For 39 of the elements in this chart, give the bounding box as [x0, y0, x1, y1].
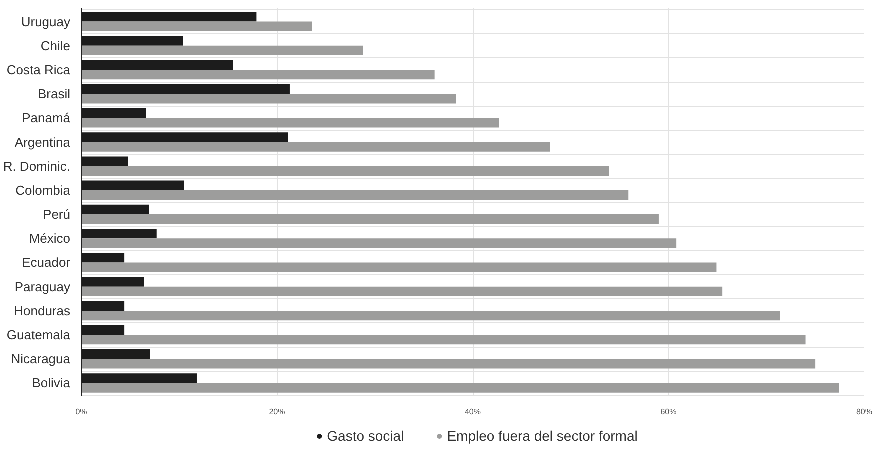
bar [82, 94, 456, 104]
y-tick-label: Uruguay [21, 14, 71, 30]
y-tick-label: Nicaragua [11, 352, 72, 367]
y-tick-label: Bolivia [32, 376, 72, 391]
bar [82, 118, 500, 128]
x-tick-label: 80% [856, 408, 873, 416]
y-tick-label: Honduras [14, 303, 71, 318]
y-tick-label: Paraguay [14, 279, 71, 294]
y-tick-label: Ecuador [22, 255, 72, 270]
y-tick-label: Costa Rica [6, 62, 72, 78]
y-tick-label: Perú [43, 207, 71, 222]
bar [82, 262, 717, 272]
bar [82, 166, 610, 176]
legend-label: Gasto social [327, 428, 404, 444]
x-tick-label: 60% [660, 408, 677, 416]
y-tick-label: Panamá [22, 110, 72, 126]
x-tick-label: 40% [464, 408, 482, 416]
bar [82, 46, 364, 56]
bar [82, 22, 312, 32]
x-tick-label: 0% [76, 408, 88, 416]
y-tick-label: R. Dominic. [3, 158, 71, 174]
y-tick-label: Argentina [14, 134, 72, 150]
legend-label: Empleo fuera del sector formal [447, 428, 638, 444]
bar [82, 142, 550, 152]
bar [82, 190, 629, 200]
y-tick-label: Guatemala [6, 328, 72, 343]
bar [82, 214, 659, 224]
bar [82, 286, 723, 296]
bar [82, 238, 677, 248]
bar [82, 70, 435, 80]
bar [82, 335, 806, 345]
x-tick-label: 20% [269, 408, 286, 416]
y-tick-label: México [29, 231, 71, 246]
y-tick-label: Brasil [38, 86, 71, 102]
bar [82, 310, 780, 321]
y-tick-label: Chile [40, 38, 70, 54]
bar [82, 359, 816, 369]
bar [82, 383, 840, 393]
y-tick-label: Colombia [16, 182, 72, 198]
